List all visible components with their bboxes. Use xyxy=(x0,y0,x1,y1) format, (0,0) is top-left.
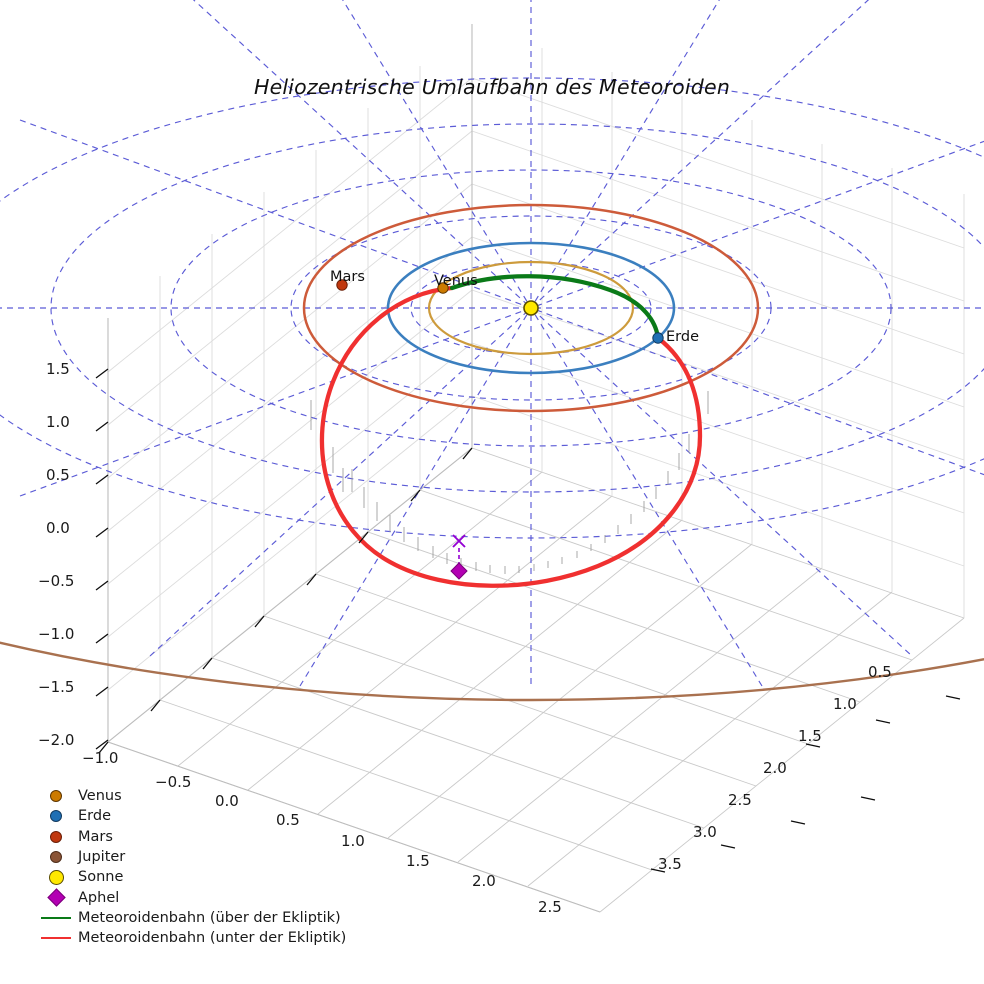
floor-grid xyxy=(107,447,965,913)
legend-item-sonne[interactable]: Sonne xyxy=(34,867,346,887)
legend-line-meteoroid-below xyxy=(34,937,78,940)
legend-label-jupiter: Jupiter xyxy=(78,849,126,866)
y-axis-tick-labels: 0.5 1.0 1.5 2.0 2.5 3.0 3.5 xyxy=(658,663,892,873)
legend-item-meteoroid-below[interactable]: Meteoroidenbahn (unter der Ekliptik) xyxy=(34,928,346,948)
aphel-x-marker xyxy=(452,534,466,548)
page-title: Heliozentrische Umlaufbahn des Meteoroid… xyxy=(253,75,731,99)
y-tick-3: 2.0 xyxy=(763,759,787,777)
label-mars: Mars xyxy=(330,269,365,285)
z-axis-tick-labels: 1.5 1.0 0.5 0.0 −0.5 −1.0 −1.5 −2.0 xyxy=(38,360,74,749)
z-tick-3: 0.0 xyxy=(46,519,70,537)
x-tick-6: 2.0 xyxy=(472,872,496,890)
aphel-diamond-marker xyxy=(450,562,468,580)
legend-label-venus: Venus xyxy=(78,788,122,805)
legend-item-jupiter[interactable]: Jupiter xyxy=(34,847,346,867)
marker-erde xyxy=(652,332,664,344)
y-tick-4: 2.5 xyxy=(728,791,752,809)
y-tick-5: 3.0 xyxy=(693,823,717,841)
legend-label-meteoroid-above: Meteoroidenbahn (über der Ekliptik) xyxy=(78,909,341,926)
meteoroid-orbit-above-ecliptic xyxy=(449,274,661,341)
y-tick-0: 0.5 xyxy=(868,663,892,681)
legend-label-meteoroid-below: Meteoroidenbahn (unter der Ekliptik) xyxy=(78,930,347,947)
x-tick-1: −0.5 xyxy=(155,773,191,791)
left-wall-grid xyxy=(107,24,473,742)
legend-label-mars: Mars xyxy=(78,828,113,845)
body-markers xyxy=(336,279,664,344)
label-venus: Venus xyxy=(434,273,478,289)
z-tick-7: −2.0 xyxy=(38,731,74,749)
orbit-jupiter xyxy=(0,641,984,702)
marker-venus xyxy=(437,282,449,294)
legend-label-sonne: Sonne xyxy=(78,869,124,886)
meteoroid-orbit-below-ecliptic xyxy=(319,285,703,588)
axes-edges xyxy=(107,24,601,913)
legend-label-aphel: Aphel xyxy=(78,889,120,906)
legend-marker-venus xyxy=(34,790,78,803)
x-axis-tick-labels: −1.0 −0.5 0.0 0.5 1.0 1.5 2.0 2.5 xyxy=(82,749,562,916)
legend-marker-erde xyxy=(34,810,78,823)
legend-marker-jupiter xyxy=(34,851,78,864)
x-tick-2: 0.0 xyxy=(215,792,239,810)
legend-marker-aphel xyxy=(34,888,78,907)
legend-item-mars[interactable]: Mars xyxy=(34,827,346,847)
legend-item-venus[interactable]: Venus xyxy=(34,786,346,806)
z-tick-6: −1.5 xyxy=(38,678,74,696)
polar-grid xyxy=(0,0,984,687)
marker-sonne xyxy=(523,300,539,316)
z-tick-1: 1.0 xyxy=(46,413,70,431)
z-tick-5: −1.0 xyxy=(38,625,74,643)
legend-item-erde[interactable]: Erde xyxy=(34,806,346,826)
x-tick-3: 0.5 xyxy=(276,811,300,829)
tick-marks xyxy=(95,368,961,873)
z-tick-2: 0.5 xyxy=(46,466,70,484)
legend-label-erde: Erde xyxy=(78,808,111,825)
label-erde: Erde xyxy=(666,329,699,345)
orbit-venus xyxy=(427,260,635,356)
aphel-group xyxy=(450,534,468,580)
x-tick-5: 1.5 xyxy=(406,852,430,870)
y-tick-1: 1.0 xyxy=(833,695,857,713)
x-tick-4: 1.0 xyxy=(341,832,365,850)
legend-item-meteoroid-above[interactable]: Meteoroidenbahn (über der Ekliptik) xyxy=(34,908,346,928)
axes-panes xyxy=(107,24,965,913)
x-tick-0: −1.0 xyxy=(82,749,118,767)
orbit-mars xyxy=(302,203,760,413)
body-name-labels: Mars Venus Erde xyxy=(330,269,699,345)
marker-mars xyxy=(336,279,348,291)
y-tick-6: 3.5 xyxy=(658,855,682,873)
right-wall-grid xyxy=(471,24,965,618)
legend-marker-sonne xyxy=(34,869,78,885)
legend-line-meteoroid-above xyxy=(34,916,78,919)
legend-marker-mars xyxy=(34,830,78,843)
legend: Venus Erde Mars Jupiter Sonne xyxy=(34,786,346,948)
legend-item-aphel[interactable]: Aphel xyxy=(34,887,346,907)
z-tick-0: 1.5 xyxy=(46,360,70,378)
y-tick-2: 1.5 xyxy=(798,727,822,745)
orbit-erde xyxy=(386,241,676,375)
x-tick-7: 2.5 xyxy=(538,898,562,916)
z-tick-4: −0.5 xyxy=(38,572,74,590)
